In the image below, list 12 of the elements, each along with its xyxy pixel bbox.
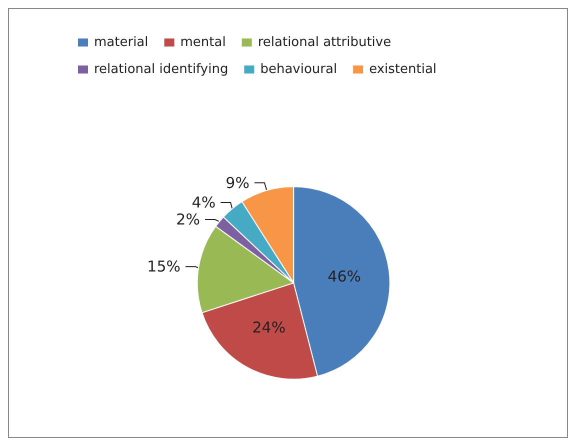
legend-label: existential	[369, 62, 437, 77]
data-label: 24%	[252, 318, 286, 337]
data-label: 46%	[328, 268, 361, 286]
legend-label: mental	[180, 35, 226, 50]
legend-label: relational attributive	[258, 35, 392, 50]
legend-label: behavioural	[260, 62, 338, 77]
legend-label: material	[94, 35, 148, 50]
data-label: 9%	[226, 174, 250, 192]
data-label: 15%	[147, 258, 181, 276]
legend-label: relational identifying	[94, 62, 228, 77]
data-label: 4%	[192, 194, 216, 212]
data-label: 2%	[176, 210, 200, 229]
